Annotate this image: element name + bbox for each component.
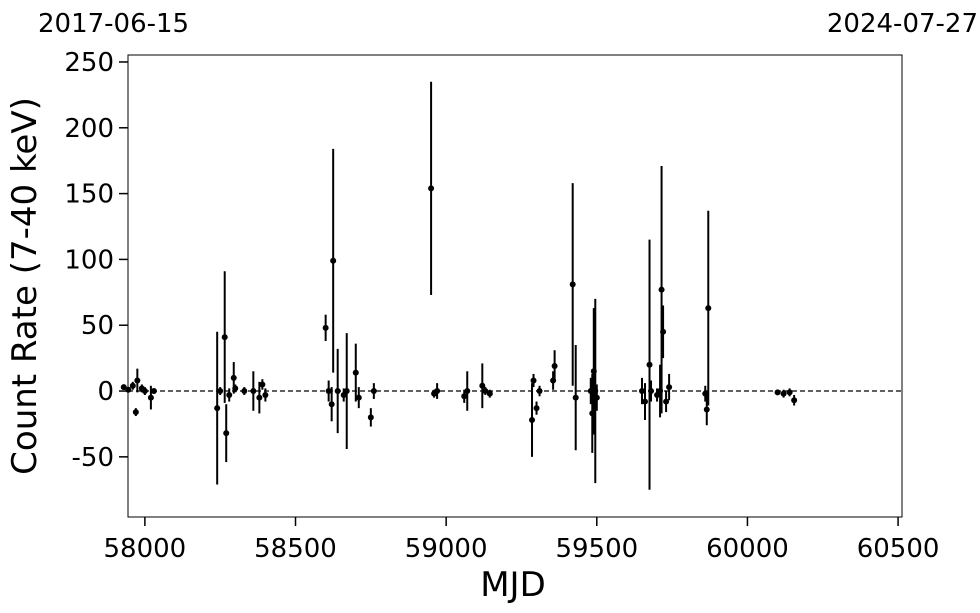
- data-point: [705, 305, 712, 312]
- data-point: [343, 388, 350, 395]
- data-point: [666, 384, 673, 391]
- data-point: [367, 414, 374, 421]
- data-point: [479, 382, 486, 389]
- y-tick-label: 0: [97, 377, 114, 407]
- data-point: [150, 388, 157, 395]
- x-tick-label: 60000: [706, 534, 789, 564]
- x-tick-label: 59000: [405, 534, 488, 564]
- data-point: [536, 388, 543, 395]
- x-tick-label: 58000: [104, 534, 187, 564]
- x-tick-label: 58500: [254, 534, 337, 564]
- data-point: [325, 388, 332, 395]
- y-tick-label: 250: [64, 48, 114, 78]
- data-point: [262, 391, 269, 398]
- plot-frame: [127, 54, 903, 518]
- data-point: [241, 388, 248, 395]
- data-point: [780, 390, 787, 397]
- data-point: [328, 401, 335, 408]
- data-point: [232, 385, 239, 392]
- data-point: [660, 328, 667, 335]
- data-point: [221, 334, 228, 341]
- data-point: [214, 405, 221, 412]
- data-point: [642, 398, 649, 405]
- data-point: [658, 286, 665, 293]
- data-point: [482, 388, 489, 395]
- data-point: [134, 377, 141, 384]
- data-point: [428, 185, 435, 192]
- data-point: [646, 361, 653, 368]
- y-tick-label: 200: [64, 114, 114, 144]
- data-point: [226, 391, 233, 398]
- data-point: [129, 382, 136, 389]
- data-point: [355, 394, 362, 401]
- x-tick-label: 60500: [857, 534, 940, 564]
- data-point: [638, 388, 645, 395]
- y-tick-label: -50: [72, 443, 114, 473]
- y-tick-label: 150: [64, 180, 114, 210]
- data-point: [791, 397, 798, 404]
- data-point: [533, 405, 540, 412]
- data-point: [569, 281, 576, 288]
- data-point: [322, 324, 329, 331]
- data-point: [230, 374, 237, 381]
- data-point: [663, 398, 670, 405]
- date-label-start: 2017-06-15: [38, 9, 189, 39]
- data-point: [572, 394, 579, 401]
- data-point: [786, 389, 793, 396]
- data-point: [530, 377, 537, 384]
- data-point: [648, 388, 655, 395]
- data-point: [256, 394, 263, 401]
- data-point: [217, 388, 224, 395]
- data-point: [120, 384, 127, 391]
- data-point: [147, 394, 154, 401]
- data-point: [370, 388, 377, 395]
- data-point: [223, 430, 230, 437]
- data-point: [593, 394, 600, 401]
- y-axis-label: Count Rate (7-40 keV): [5, 97, 45, 475]
- data-point: [259, 381, 266, 388]
- y-tick-label: 50: [81, 311, 114, 341]
- data-point: [132, 409, 139, 416]
- date-label-end: 2024-07-27: [827, 9, 978, 39]
- data-point: [352, 369, 359, 376]
- data-point: [334, 388, 341, 395]
- data-point: [464, 388, 471, 395]
- data-point: [125, 386, 132, 393]
- data-point: [250, 388, 257, 395]
- data-point: [774, 389, 781, 396]
- data-point: [703, 406, 710, 413]
- data-point: [434, 388, 441, 395]
- data-point: [461, 393, 468, 400]
- y-tick-label: 100: [64, 245, 114, 275]
- data-point: [486, 390, 493, 397]
- data-point: [330, 257, 337, 264]
- x-axis-label: MJD: [480, 565, 546, 605]
- x-tick-label: 59500: [555, 534, 638, 564]
- data-point: [551, 363, 558, 370]
- data-point: [141, 388, 148, 395]
- data-point: [529, 416, 536, 423]
